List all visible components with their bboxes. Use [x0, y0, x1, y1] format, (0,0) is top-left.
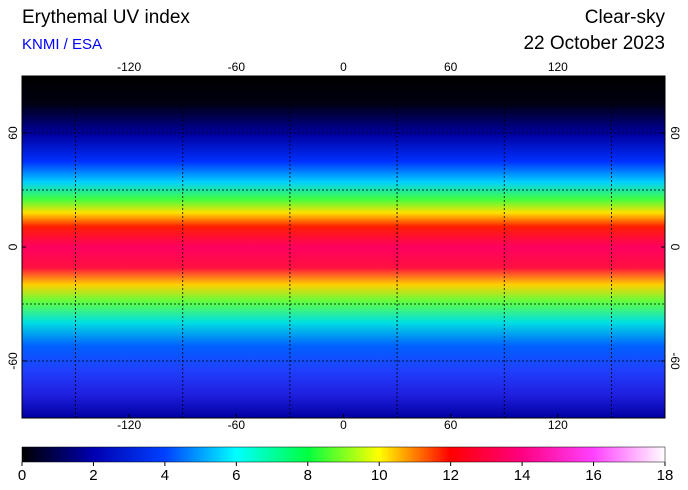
lon-tick-label: 0: [340, 418, 347, 432]
colorbar-tick-label: 6: [232, 467, 240, 484]
lon-tick-label: 60: [444, 418, 458, 432]
colorbar-tick-label: 10: [371, 467, 388, 484]
colorbar-tick-label: 4: [161, 467, 169, 484]
source: KNMI / ESA: [22, 36, 102, 53]
lat-tick-label: 60: [6, 126, 20, 140]
lon-tick-label: 120: [548, 60, 568, 74]
lon-tick-label: 60: [444, 60, 458, 74]
map-frame: [21, 75, 666, 419]
colorbar-tick-label: 12: [442, 467, 459, 484]
colorbar-tick-label: 18: [657, 467, 674, 484]
colorbar-tick-label: 0: [18, 467, 26, 484]
lon-tick-label: -120: [117, 60, 141, 74]
lat-tick-label: -60: [6, 352, 20, 370]
uv-field: [22, 76, 665, 418]
colorbar-tick-label: 8: [304, 467, 312, 484]
title: Erythemal UV index: [22, 7, 190, 28]
lon-tick-label: -60: [228, 60, 246, 74]
date: 22 October 2023: [523, 33, 665, 54]
lat-tick-label: 60: [668, 126, 682, 140]
lat-tick-label: 0: [6, 243, 20, 250]
condition: Clear-sky: [585, 7, 666, 28]
lat-tick-label: 0: [668, 244, 682, 251]
colorbar: [21, 446, 666, 463]
colorbar-tick-label: 16: [585, 467, 602, 484]
lon-tick-label: -120: [117, 418, 141, 432]
colorbar-tick-label: 2: [89, 467, 97, 484]
lon-tick-label: 120: [548, 418, 568, 432]
lon-tick-label: -60: [228, 418, 246, 432]
lon-tick-label: 0: [340, 60, 347, 74]
lat-tick-label: -60: [668, 352, 682, 370]
colorbar-tick-label: 14: [514, 467, 531, 484]
